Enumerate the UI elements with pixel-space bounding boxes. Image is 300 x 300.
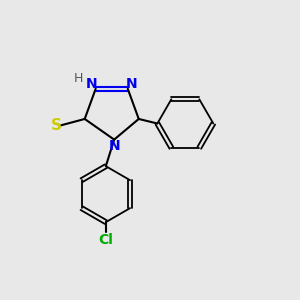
Text: N: N	[126, 76, 137, 91]
Text: Cl: Cl	[98, 233, 113, 247]
Text: N: N	[86, 76, 98, 91]
Text: N: N	[109, 139, 121, 153]
Text: H: H	[74, 72, 83, 85]
Text: S: S	[51, 118, 62, 133]
